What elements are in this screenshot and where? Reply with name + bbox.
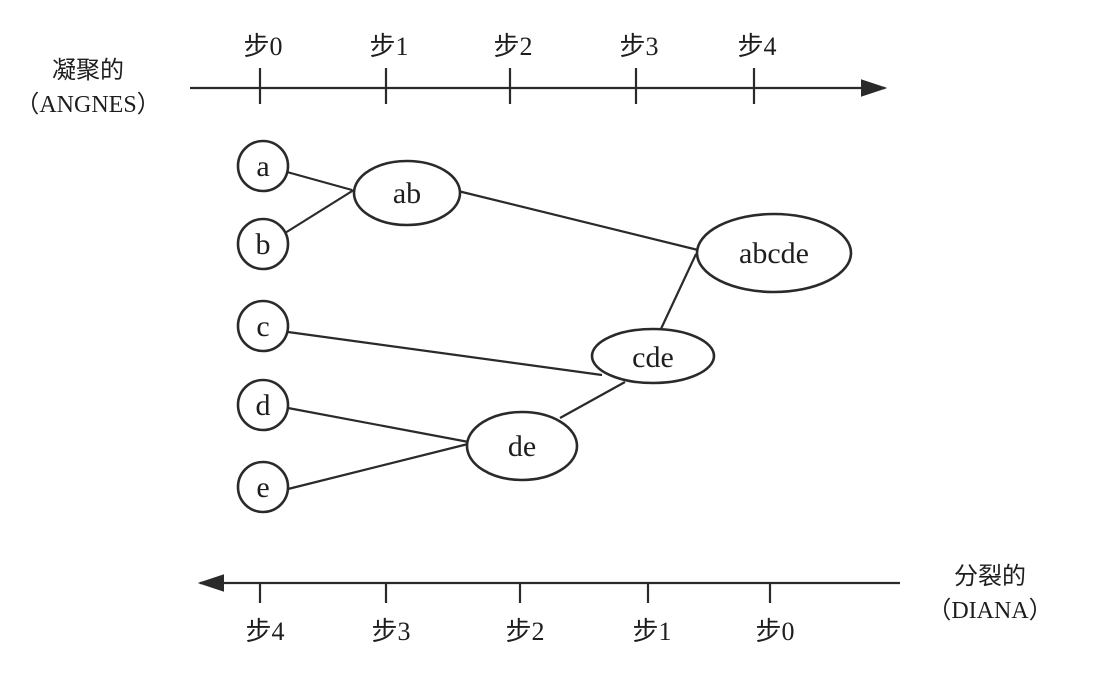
- bottom-tick-label-4: 步0: [755, 617, 794, 646]
- edge-b-ab: [284, 187, 358, 234]
- node-de-label: de: [508, 430, 536, 463]
- edge-c-cde: [287, 330, 603, 377]
- node-de: de: [465, 410, 579, 482]
- top-tick-label-1: 步1: [369, 32, 408, 61]
- bottom-tick-label-1: 步3: [371, 617, 410, 646]
- node-cde: cde: [590, 327, 716, 385]
- top-axis-label-2: （ANGNES）: [15, 92, 160, 118]
- node-abcde-label: abcde: [739, 237, 809, 270]
- top-axis-tick-labels: 步0 步1 步2 步3 步4: [243, 32, 776, 61]
- node-a: a: [236, 139, 290, 193]
- top-tick-label-2: 步2: [493, 32, 532, 61]
- bottom-tick-label-3: 步1: [632, 617, 671, 646]
- node-b: b: [236, 217, 290, 271]
- edge-cde-abcde: [659, 253, 697, 332]
- bottom-axis-label-1: 分裂的: [954, 563, 1026, 590]
- top-axis-label-1: 凝聚的: [52, 57, 124, 84]
- node-b-label: b: [256, 228, 271, 261]
- edge-e-de: [287, 441, 473, 491]
- bottom-axis-tick-labels: 步4 步3 步2 步1 步0: [245, 617, 794, 646]
- bottom-tick-label-0: 步4: [245, 617, 284, 646]
- edge-de-cde: [559, 381, 626, 419]
- edge-a-ab: [286, 170, 353, 192]
- node-a-label: a: [256, 150, 269, 183]
- node-d: d: [236, 378, 290, 432]
- top-tick-label-4: 步4: [737, 32, 776, 61]
- edge-ab-abcde: [457, 189, 699, 252]
- node-abcde: abcde: [695, 212, 853, 294]
- node-c-label: c: [256, 310, 269, 343]
- bottom-tick-label-2: 步2: [505, 617, 544, 646]
- node-ab: ab: [352, 159, 462, 227]
- top-axis-ticks: [258, 68, 756, 104]
- node-e-label: e: [256, 471, 269, 504]
- node-d-label: d: [256, 389, 271, 422]
- node-ab-label: ab: [393, 177, 421, 210]
- node-cde-label: cde: [632, 341, 674, 374]
- node-e: e: [236, 460, 290, 514]
- top-tick-label-0: 步0: [243, 32, 282, 61]
- bottom-axis-ticks: [258, 583, 772, 603]
- edge-d-de: [287, 406, 475, 445]
- top-tick-label-3: 步3: [619, 32, 658, 61]
- bottom-axis-label-2: （DIANA）: [927, 598, 1052, 624]
- node-c: c: [236, 299, 290, 353]
- connector-lines: [284, 170, 699, 491]
